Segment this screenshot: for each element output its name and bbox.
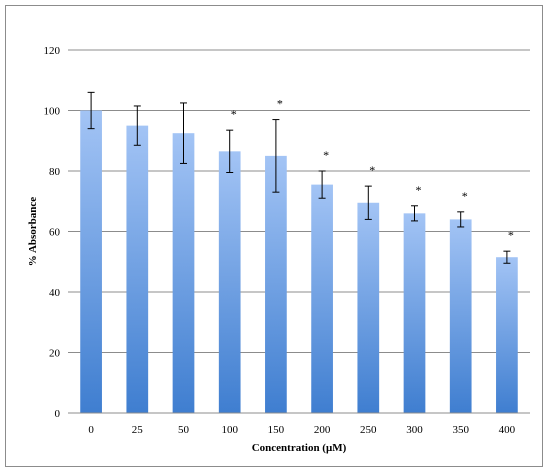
error-bar xyxy=(180,102,187,164)
significance-asterisk: * xyxy=(462,189,468,203)
error-bar xyxy=(457,211,465,228)
x-tick-label: 300 xyxy=(406,424,423,436)
x-tick-label: 25 xyxy=(132,424,144,436)
bar xyxy=(496,257,518,413)
bar xyxy=(449,219,472,413)
y-tick-label: 100 xyxy=(44,106,61,118)
significance-asterisk: * xyxy=(369,163,375,177)
y-tick-label: 40 xyxy=(49,287,61,299)
y-tick-label: 20 xyxy=(49,348,61,360)
error-bar xyxy=(272,119,280,193)
x-tick-label: 200 xyxy=(314,424,331,436)
y-tick-label: 60 xyxy=(49,227,61,239)
y-tick-label: 80 xyxy=(49,166,61,178)
error-bar xyxy=(87,91,95,130)
error-bar xyxy=(411,205,418,222)
y-tick-labels: 0 20 40 60 80 100 120 xyxy=(44,45,61,420)
significance-markers: * * * * * * * xyxy=(231,97,514,243)
error-bar xyxy=(226,129,234,174)
x-tick-label: 50 xyxy=(178,424,190,436)
significance-asterisk: * xyxy=(323,148,329,162)
x-tick-label: 350 xyxy=(452,424,469,436)
bar xyxy=(265,155,287,413)
bar xyxy=(311,184,333,413)
significance-asterisk: * xyxy=(277,97,283,111)
bars xyxy=(80,110,518,413)
y-tick-label: 0 xyxy=(55,408,61,420)
bar xyxy=(218,151,241,413)
x-tick-label: 150 xyxy=(268,424,285,436)
significance-asterisk: * xyxy=(508,228,514,242)
x-tick-label: 400 xyxy=(499,424,516,436)
significance-asterisk: * xyxy=(231,107,237,121)
x-tick-label: 250 xyxy=(360,424,377,436)
x-tick-label: 0 xyxy=(88,424,94,436)
bar xyxy=(80,110,102,413)
error-bar xyxy=(318,170,326,199)
x-tick-label: 100 xyxy=(221,424,238,436)
bar xyxy=(403,213,426,413)
x-axis-title: Concentration (μM) xyxy=(252,442,347,454)
bar xyxy=(172,133,195,413)
error-bars xyxy=(87,91,511,264)
error-bar xyxy=(364,185,372,220)
significance-asterisk: * xyxy=(416,183,422,197)
x-tick-labels: 0 25 50 100 150 200 250 300 350 400 xyxy=(88,424,515,436)
y-axis-title: % Absorbance xyxy=(27,197,39,266)
error-bar xyxy=(503,250,511,264)
bar xyxy=(357,202,380,413)
error-bar xyxy=(133,105,141,146)
y-tick-label: 120 xyxy=(44,45,61,57)
bar xyxy=(126,125,149,413)
